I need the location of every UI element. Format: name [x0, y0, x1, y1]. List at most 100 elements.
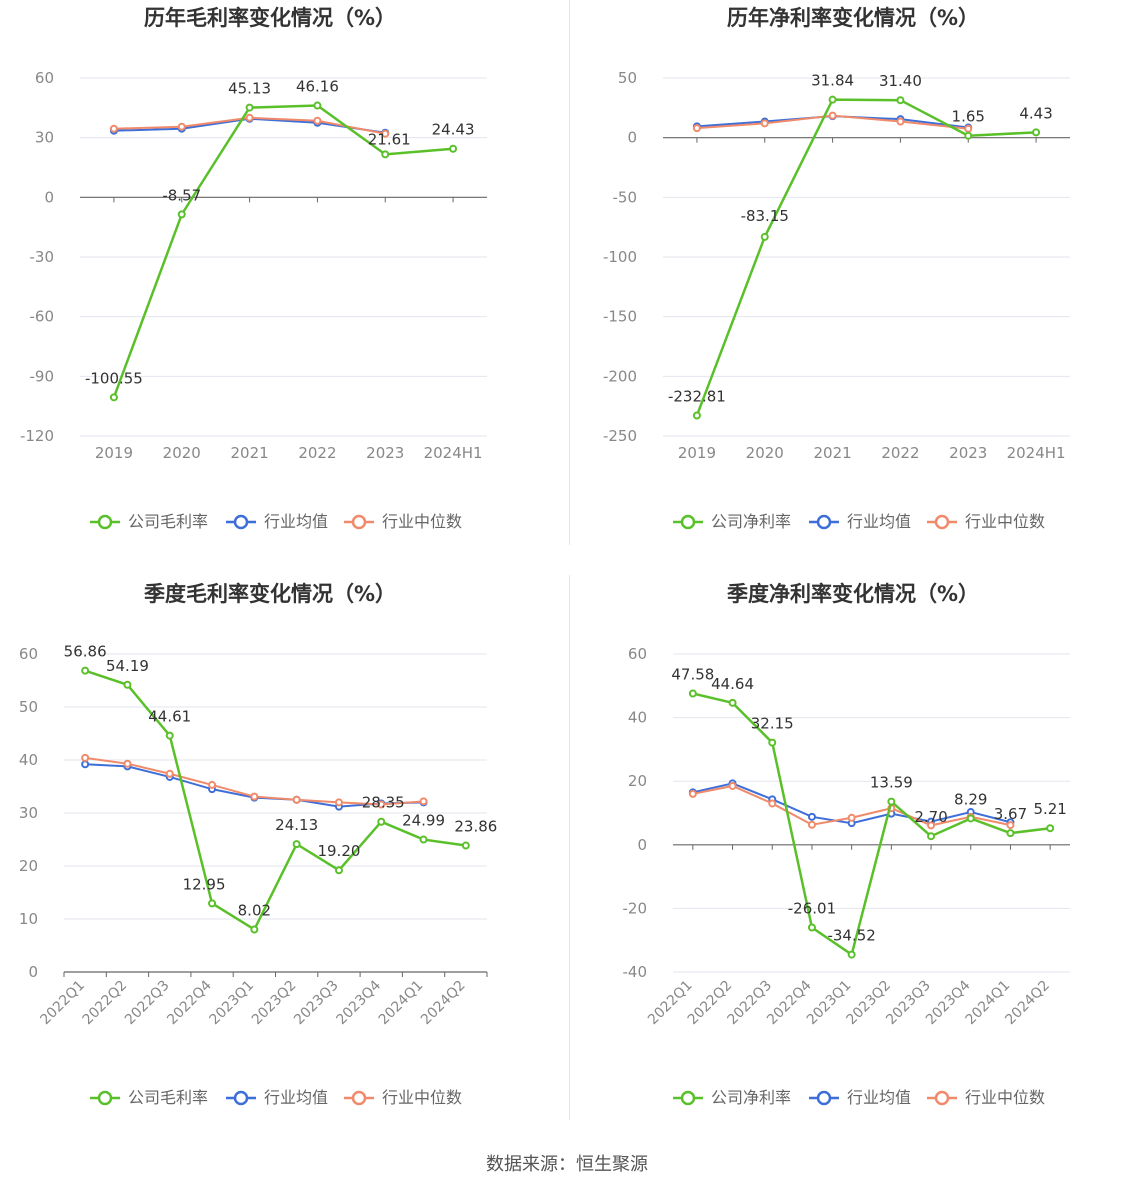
data-point-median: [208, 780, 217, 789]
data-point-company: [381, 150, 390, 159]
data-point-median: [688, 789, 697, 798]
x-tick-label: 2024H1: [1007, 444, 1066, 462]
data-point-median: [768, 799, 777, 808]
data-point-company: [1006, 829, 1015, 838]
data-label: 46.16: [296, 78, 339, 96]
data-point-median: [1006, 821, 1015, 830]
data-label: -83.15: [741, 207, 789, 225]
data-point-median: [692, 124, 701, 133]
legend-label: 行业均值: [847, 512, 911, 531]
data-point-company: [250, 925, 259, 934]
data-point-company: [208, 899, 217, 908]
data-point-median: [760, 119, 769, 128]
legend-item-avg: 行业均值: [226, 1088, 328, 1107]
data-label: 44.64: [711, 675, 754, 693]
data-point-company: [896, 96, 905, 105]
data-point-company: [449, 144, 458, 153]
legend-marker: [233, 1090, 249, 1106]
y-tick-label: 30: [19, 804, 38, 822]
x-tick-label: 2023Q3: [291, 978, 342, 1029]
data-label: 32.15: [751, 715, 794, 733]
data-point-median: [250, 792, 259, 801]
data-point-company: [81, 666, 90, 675]
legend-item-median: 行业中位数: [344, 1088, 462, 1107]
legend-label: 行业中位数: [382, 1088, 462, 1107]
data-label: 44.61: [148, 708, 191, 726]
data-point-median: [896, 117, 905, 126]
data-label: 2.70: [914, 808, 947, 826]
data-label: 23.86: [454, 818, 497, 836]
legend-marker: [680, 514, 696, 530]
y-tick-label: 0: [627, 129, 637, 147]
x-tick-label: 2020: [746, 444, 784, 462]
data-point-median: [292, 795, 301, 804]
data-point-company: [461, 841, 470, 850]
legend-marker: [351, 514, 367, 530]
data-label: 12.95: [183, 875, 226, 893]
y-tick-label: 0: [28, 963, 38, 981]
data-point-company: [334, 866, 343, 875]
chart-4: 季度净利率变化情况（%）6040200-20-402022Q12022Q2202…: [623, 582, 1070, 1107]
series-line-company: [112, 104, 454, 398]
x-tick-label: 2024Q1: [376, 978, 427, 1029]
x-tick-label: 2023: [366, 444, 404, 462]
legend-marker: [233, 514, 249, 530]
chart-2: 历年净利率变化情况（%） 50 0 -50 -100 -150 -200 -250 2019 20…: [603, 6, 1070, 531]
data-point-median: [419, 797, 428, 806]
y-tick-label: 20: [628, 772, 647, 790]
divider-bottom: [569, 575, 570, 1120]
chart-title: 季度毛利率变化情况（%）: [144, 582, 396, 606]
x-tick-label: 2023: [949, 444, 987, 462]
data-point-company: [692, 411, 701, 420]
x-tick-label: 2020: [163, 444, 201, 462]
data-label: 31.40: [879, 72, 922, 90]
y-tick-label: 30: [35, 129, 54, 147]
legend-marker: [97, 514, 113, 530]
divider-top: [569, 0, 570, 545]
legend-item-company: 公司毛利率: [90, 1088, 208, 1107]
data-label: -232.81: [668, 387, 726, 405]
data-label: -26.01: [788, 900, 836, 918]
data-point-company: [109, 393, 118, 402]
legend-label: 公司毛利率: [128, 1088, 208, 1107]
data-label: 56.86: [64, 643, 107, 661]
legend-marker: [97, 1090, 113, 1106]
x-tick-label: 2024Q2: [1002, 978, 1053, 1029]
legend-item-avg: 行业均值: [226, 512, 328, 531]
x-tick-label: 2022: [881, 444, 919, 462]
legend-label: 行业中位数: [382, 512, 462, 531]
data-point-median: [334, 798, 343, 807]
y-tick-label: 40: [19, 751, 38, 769]
y-tick-label: 60: [35, 69, 54, 87]
y-tick-label: -50: [613, 188, 638, 206]
y-tick-label: -200: [603, 367, 637, 385]
data-point-median: [245, 113, 254, 122]
x-tick-label: 2022Q2: [80, 978, 131, 1029]
y-tick-label: 50: [618, 69, 637, 87]
data-point-company: [177, 210, 186, 219]
legend-item-company: 公司净利率: [673, 1088, 791, 1107]
data-label: 1.65: [952, 108, 985, 126]
x-tick-label: 2022Q3: [122, 978, 173, 1029]
data-label: 8.02: [238, 901, 271, 919]
data-label: 31.84: [811, 72, 854, 90]
legend-item-median: 行业中位数: [927, 512, 1045, 531]
data-label: 8.29: [954, 790, 987, 808]
data-point-median: [847, 813, 856, 822]
data-label: 24.43: [432, 121, 475, 139]
legend-item-avg: 行业均值: [809, 1088, 911, 1107]
legend-label: 行业均值: [847, 1088, 911, 1107]
legend-marker: [816, 514, 832, 530]
data-point-company: [807, 923, 816, 932]
legend-marker: [934, 514, 950, 530]
x-tick-label: 2023Q1: [207, 978, 258, 1029]
x-tick-label: 2022Q1: [37, 978, 88, 1029]
data-point-company: [419, 835, 428, 844]
x-tick-label: 2023Q4: [333, 977, 384, 1028]
series-line-company: [84, 669, 467, 932]
legend-marker: [351, 1090, 367, 1106]
y-tick-label: 10: [19, 910, 38, 928]
x-tick-label: 2019: [95, 444, 133, 462]
y-tick-label: 60: [19, 645, 38, 663]
